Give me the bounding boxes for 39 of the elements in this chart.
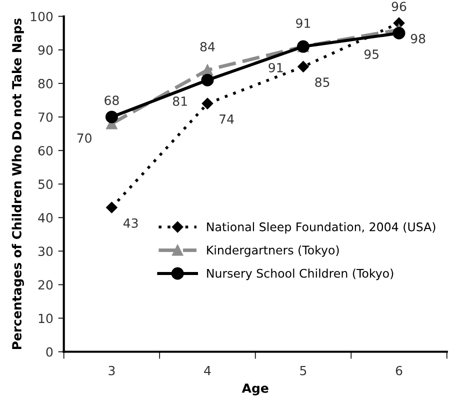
- x-tick-label: 3: [108, 366, 115, 376]
- y-tick-label: 40: [38, 213, 53, 223]
- data-label: 81: [172, 96, 187, 106]
- data-label: 95: [364, 50, 378, 59]
- point: [202, 98, 214, 110]
- point: [298, 61, 309, 72]
- y-tick-label: 0: [46, 347, 53, 357]
- data-label: 85: [315, 78, 330, 87]
- legend-label: Kindergartners (Tokyo): [207, 245, 339, 257]
- y-axis-title: Percentages of Children Who Do not Take Naps: [12, 18, 24, 350]
- y-tick-label: 70: [38, 112, 53, 122]
- legend-label: National Sleep Foundation, 2004 (USA): [207, 222, 436, 234]
- y-tick-label: 30: [38, 246, 53, 256]
- y-tick-label: 80: [38, 78, 53, 88]
- point: [392, 26, 406, 40]
- x-tick-label: 5: [300, 366, 306, 376]
- y-tick-label: 10: [38, 314, 53, 324]
- y-tick-label: 100: [30, 12, 53, 22]
- data-label: 91: [268, 62, 283, 72]
- y-tick-label: 20: [38, 280, 53, 290]
- y-tick-label: 50: [38, 180, 53, 189]
- y-tick-label: 60: [38, 146, 53, 156]
- x-tick-label: 6: [396, 366, 402, 376]
- data-label: 43: [123, 218, 138, 228]
- data-label: 84: [200, 42, 215, 52]
- data-label: 74: [220, 114, 234, 124]
- point: [106, 202, 118, 214]
- y-tick-label: 90: [38, 45, 53, 55]
- x-axis-title: Age: [242, 384, 268, 396]
- data-label: 96: [392, 2, 406, 12]
- legend-label: Nursery School Children (Tokyo): [207, 268, 394, 280]
- data-label: 98: [410, 34, 426, 44]
- point: [201, 74, 214, 86]
- x-tick-label: 4: [204, 366, 211, 376]
- data-label: 68: [104, 96, 119, 106]
- point: [202, 64, 214, 76]
- data-label: 91: [296, 18, 310, 28]
- point: [105, 110, 118, 124]
- data-label: 70: [77, 133, 92, 143]
